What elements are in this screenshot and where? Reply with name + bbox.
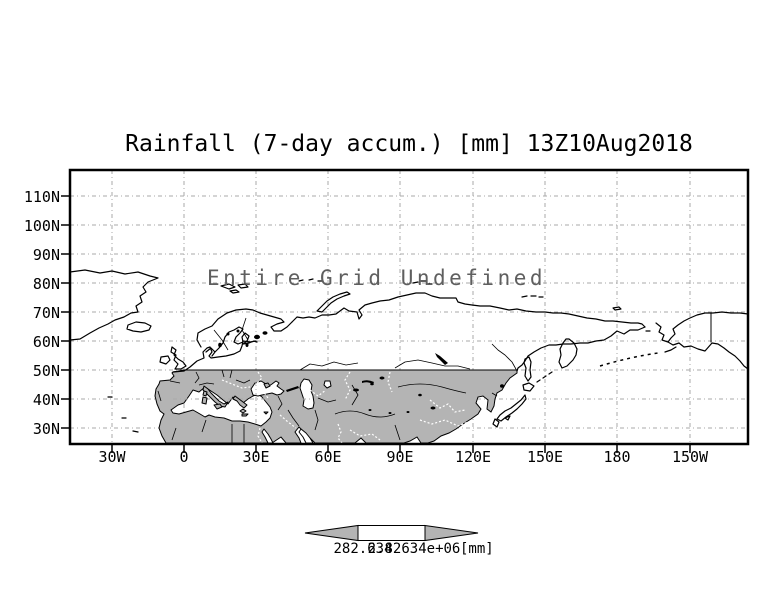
x-tick-label-90E: 90E bbox=[386, 448, 414, 466]
x-tick-label-180: 180 bbox=[603, 448, 631, 466]
severnaya-zemlya bbox=[412, 280, 433, 285]
caspian-sea bbox=[299, 378, 315, 410]
kyushu bbox=[492, 418, 500, 428]
crete bbox=[241, 413, 249, 417]
sardinia bbox=[201, 396, 208, 405]
x-tick-label-30E: 30E bbox=[242, 448, 270, 466]
y-tick-label-40N: 40N bbox=[32, 391, 60, 409]
y-tick-label-100N: 100N bbox=[23, 217, 60, 235]
arctic-russia-coast bbox=[291, 292, 646, 328]
coastlines bbox=[69, 269, 749, 433]
x-tick-label-0: 0 bbox=[179, 448, 189, 466]
kamchatka bbox=[558, 338, 578, 369]
hokkaido bbox=[522, 382, 535, 392]
alaska-coast bbox=[655, 311, 749, 343]
colorbar-label-right: 2.82634e+06 bbox=[367, 541, 461, 557]
shikoku bbox=[504, 415, 511, 421]
alaska-peninsula bbox=[664, 346, 677, 353]
x-tick-label-150E: 150E bbox=[526, 448, 564, 466]
colorbar-label-left: 282.634 bbox=[333, 541, 393, 557]
sakhalin bbox=[523, 356, 532, 382]
honshu bbox=[496, 394, 527, 422]
iceland bbox=[126, 321, 152, 333]
baltic-bothnia-coast bbox=[205, 326, 258, 357]
greenland-coast bbox=[69, 269, 159, 341]
country-borders bbox=[157, 317, 518, 443]
crimea bbox=[263, 382, 271, 389]
colorbar-segment bbox=[357, 525, 426, 541]
y-tick-label-90N: 90N bbox=[32, 246, 60, 264]
colorbar-right-arrow bbox=[424, 524, 479, 542]
novaya-zemlya bbox=[316, 291, 351, 313]
rivers bbox=[221, 371, 469, 444]
map-frame bbox=[68, 168, 750, 446]
great-britain bbox=[170, 346, 187, 370]
x-tick-label-30W: 30W bbox=[98, 448, 126, 466]
undefined-grid-message: Entire Grid Undefined bbox=[207, 266, 547, 290]
lakes bbox=[218, 329, 504, 414]
colorbar-units: [mm] bbox=[460, 541, 494, 557]
islands bbox=[201, 382, 271, 417]
axis-ticks bbox=[61, 195, 691, 453]
y-tick-label-60N: 60N bbox=[32, 333, 60, 351]
y-tick-label-80N: 80N bbox=[32, 275, 60, 293]
x-tick-label-120E: 120E bbox=[454, 448, 492, 466]
y-tick-label-110N: 110N bbox=[23, 188, 60, 206]
wrangel-island bbox=[612, 306, 622, 311]
colorbar bbox=[304, 524, 479, 542]
alaska-south-coast bbox=[667, 341, 749, 370]
atlantic-islands bbox=[107, 396, 139, 433]
franz-josef-land bbox=[298, 278, 323, 282]
aral-sea bbox=[323, 380, 332, 389]
okhotsk-coast bbox=[516, 326, 646, 372]
x-tick-label-60E: 60E bbox=[314, 448, 342, 466]
greece bbox=[232, 395, 248, 409]
kuril-islands bbox=[536, 371, 553, 383]
colorbar-left-arrow bbox=[304, 524, 359, 542]
x-tick-label-150W: 150W bbox=[671, 448, 709, 466]
y-tick-label-50N: 50N bbox=[32, 362, 60, 380]
scandinavia-coast bbox=[196, 308, 293, 348]
y-tick-label-70N: 70N bbox=[32, 304, 60, 322]
corsica bbox=[202, 390, 208, 397]
black-sea bbox=[250, 380, 285, 397]
north-sea-coast bbox=[172, 340, 257, 373]
italy bbox=[202, 385, 229, 408]
plot-title: Rainfall (7-day accum.) [mm] 13Z10Aug201… bbox=[125, 131, 693, 157]
svalbard bbox=[220, 283, 249, 294]
sea-gridlines bbox=[173, 382, 313, 423]
cyprus bbox=[263, 411, 269, 415]
y-tick-label-30N: 30N bbox=[32, 420, 60, 438]
peloponnese bbox=[239, 408, 247, 414]
new-siberian-islands bbox=[521, 295, 544, 298]
aleutian-arc bbox=[599, 352, 659, 367]
sicily bbox=[213, 403, 223, 410]
ireland bbox=[159, 355, 171, 365]
